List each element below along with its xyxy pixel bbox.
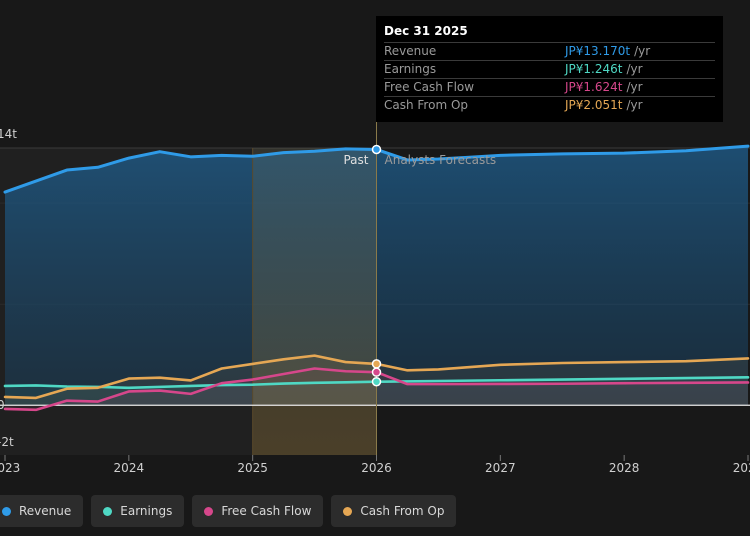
tooltip-label: Earnings	[384, 62, 437, 76]
tooltip: Dec 31 2025 Revenue JP¥13.170t /yr Earni…	[376, 16, 723, 122]
legend-item-free-cash-flow[interactable]: Free Cash Flow	[192, 495, 324, 527]
x-tick-label: 2026	[361, 461, 392, 475]
tooltip-row-free-cash-flow: Free Cash Flow JP¥1.624t /yr	[384, 78, 715, 96]
series-line-free-cash-flow	[3, 367, 750, 412]
marker-revenue	[371, 144, 382, 155]
tooltip-value: JP¥13.170t	[565, 44, 631, 58]
legend-item-cash-from-op[interactable]: Cash From Op	[331, 495, 457, 527]
tooltip-label: Free Cash Flow	[384, 80, 475, 94]
legend: Revenue Earnings Free Cash Flow Cash Fro…	[0, 495, 457, 527]
tooltip-row-revenue: Revenue JP¥13.170t /yr	[384, 42, 715, 60]
legend-label: Cash From Op	[360, 504, 445, 518]
legend-dot-icon	[2, 506, 11, 516]
legend-item-revenue[interactable]: Revenue	[0, 495, 84, 527]
legend-dot-icon	[204, 506, 214, 516]
tooltip-value: JP¥2.051t	[565, 98, 623, 112]
legend-label: Free Cash Flow	[221, 504, 312, 518]
tooltip-label: Cash From Op	[384, 98, 469, 112]
x-tick-label: 2023	[0, 461, 20, 475]
series-line-revenue	[3, 144, 750, 194]
tooltip-value: JP¥1.624t	[565, 80, 623, 94]
marker-free-cash-flow	[371, 367, 382, 377]
x-tick-label: 2028	[609, 461, 640, 475]
legend-label: Earnings	[120, 504, 173, 518]
y-tick-label: 14t	[0, 127, 17, 141]
legend-dot-icon	[343, 506, 353, 516]
x-tick-label: 2027	[485, 461, 516, 475]
legend-label: Revenue	[19, 504, 72, 518]
marker-earnings	[371, 376, 382, 387]
tooltip-unit: /yr	[626, 98, 643, 112]
tooltip-unit: /yr	[626, 80, 643, 94]
x-tick-label: 2024	[114, 461, 145, 475]
y-tick-label: 0	[0, 398, 5, 412]
marker-cash-from-op	[371, 359, 382, 369]
tooltip-unit: /yr	[626, 62, 643, 76]
forecast-label: Analysts Forecasts	[385, 153, 497, 167]
x-tick-label: 2029	[733, 461, 750, 475]
highlight-band	[252, 148, 377, 455]
legend-item-earnings[interactable]: Earnings	[91, 495, 185, 527]
tooltip-row-cash-from-op: Cash From Op JP¥2.051t /yr	[384, 96, 715, 114]
x-tick-label: 2025	[237, 461, 268, 475]
tooltip-row-earnings: Earnings JP¥1.246t /yr	[384, 60, 715, 78]
tooltip-value: JP¥1.246t	[565, 62, 623, 76]
series-line-cash-from-op	[3, 354, 750, 400]
tooltip-date: Dec 31 2025	[384, 24, 468, 38]
tooltip-label: Revenue	[384, 44, 437, 58]
tooltip-unit: /yr	[634, 44, 651, 58]
y-tick-label: -2t	[0, 435, 14, 449]
legend-dot-icon	[103, 506, 113, 516]
past-label: Past	[343, 153, 368, 167]
